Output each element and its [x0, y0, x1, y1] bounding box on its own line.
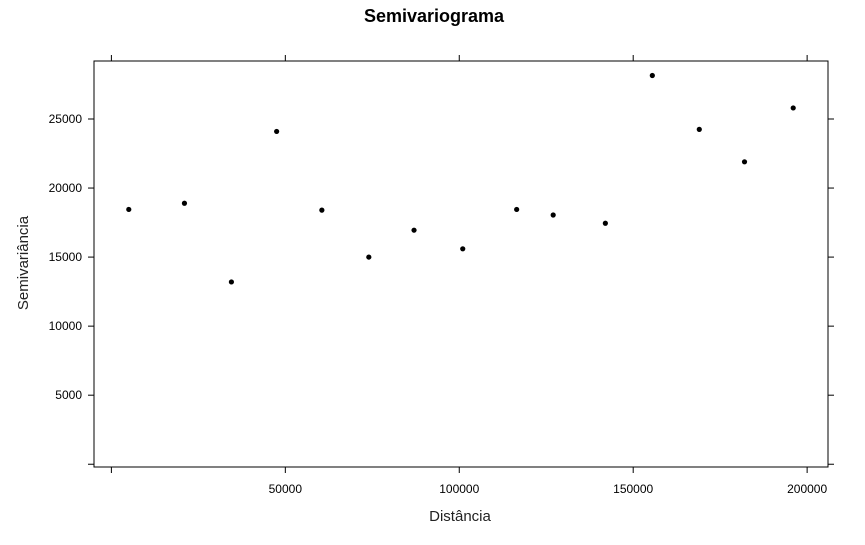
data-point — [274, 128, 280, 135]
plot-frame — [93, 60, 829, 468]
data-point — [366, 254, 372, 260]
y-tick-label: 5000 — [55, 388, 82, 402]
data-point — [696, 126, 702, 132]
x-tick-label: 50000 — [269, 482, 303, 496]
x-tick-label: 100000 — [439, 482, 479, 496]
data-point — [790, 105, 796, 111]
data-point — [319, 207, 325, 213]
y-tick-label: 15000 — [49, 250, 83, 264]
x-axis-label: Distância — [429, 508, 491, 525]
data-point — [228, 279, 235, 285]
data-point — [514, 206, 520, 213]
data-point — [460, 246, 466, 252]
y-tick-label: 25000 — [49, 112, 83, 126]
x-axis: 50000 100000 150000 200000 — [110, 55, 827, 496]
y-tick-label: 10000 — [49, 319, 83, 333]
x-tick-label: 150000 — [613, 482, 653, 496]
data-point — [126, 206, 132, 213]
data-point — [411, 227, 417, 233]
data-point — [741, 159, 748, 165]
chart-title: Semivariograma — [364, 6, 505, 26]
data-points — [126, 72, 796, 285]
y-axis-label: Semivariância — [15, 215, 32, 310]
y-axis: 5000 10000 15000 20000 25000 — [49, 112, 834, 465]
x-tick-label: 200000 — [787, 482, 827, 496]
data-point — [550, 212, 556, 218]
y-tick-label: 20000 — [49, 181, 83, 195]
data-point — [181, 200, 188, 206]
data-point — [649, 72, 655, 79]
data-point — [602, 220, 608, 226]
